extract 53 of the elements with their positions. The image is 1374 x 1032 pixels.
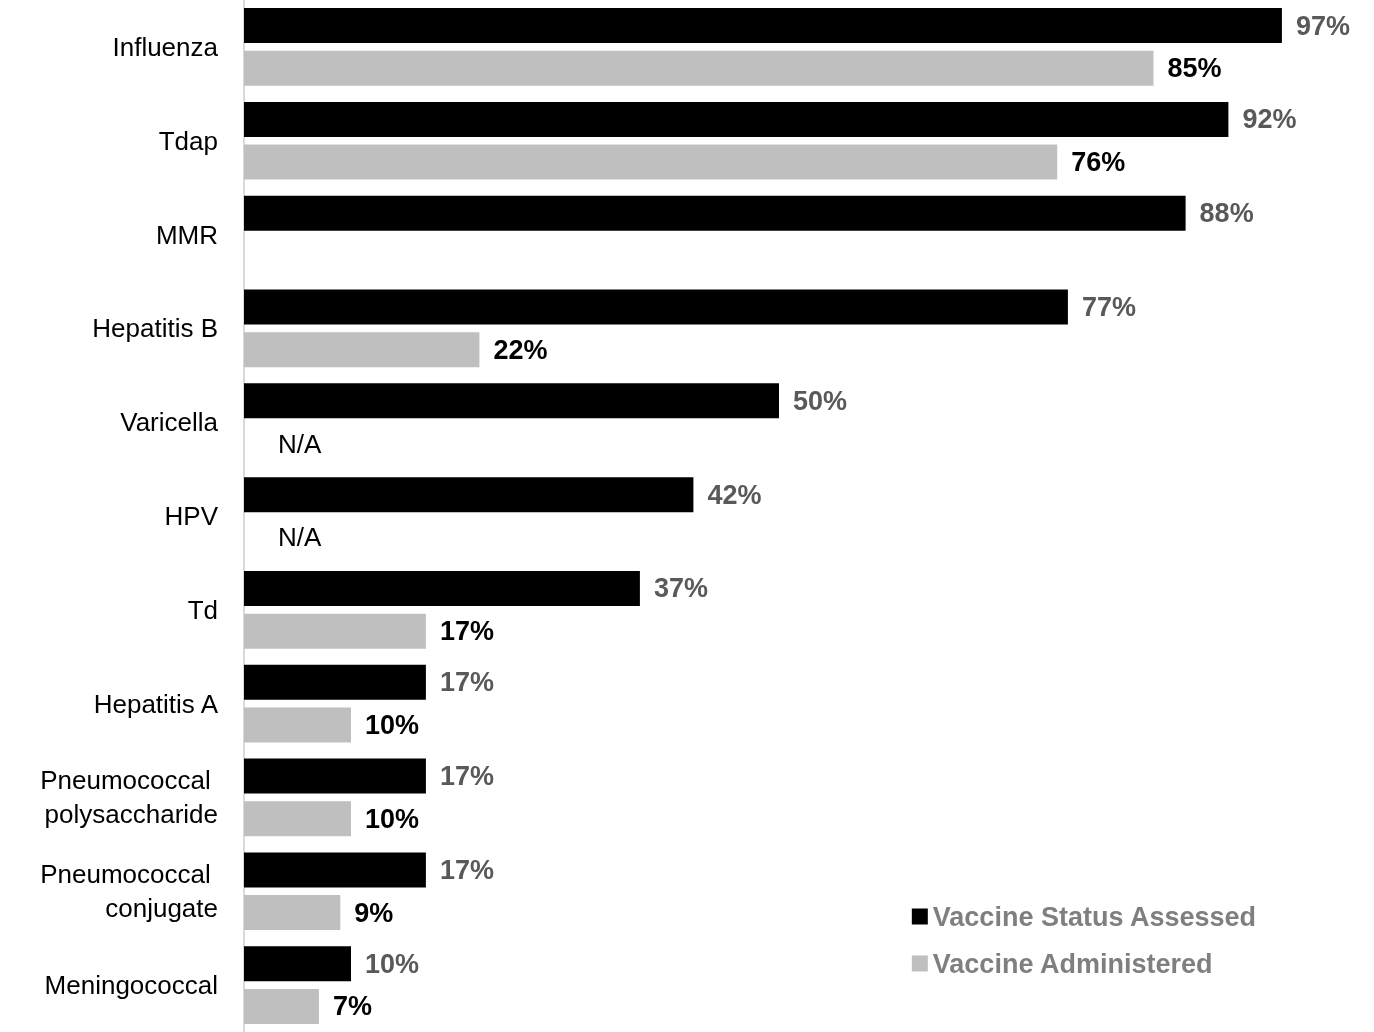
bar [244,988,319,1024]
bar [244,477,694,513]
bar [244,144,1058,180]
bar [244,946,351,982]
y-tick-label: Hepatitis B [92,313,218,344]
bar [244,895,341,931]
data-label: 10% [365,803,420,834]
legend-label: Vaccine Status Assessed [932,901,1256,932]
data-label: 7% [332,991,372,1022]
bar [244,570,640,606]
bar [244,101,1229,137]
y-tick-label: Pneumococcal conjugate [40,859,218,924]
data-label: 10% [365,709,420,740]
data-label: 88% [1199,198,1254,229]
text: N/A [278,522,322,553]
bar [244,289,1068,325]
data-label: 42% [707,479,762,510]
y-tick-label: HPV [164,501,219,531]
data-label: 37% [653,573,708,604]
bar [244,664,426,700]
data-label: 17% [439,616,494,647]
data-label: 17% [439,667,494,698]
text: N/A [278,428,322,459]
bar [244,50,1154,86]
y-tick-label: Influenza [112,31,219,62]
y-tick-label: Hepatitis A [93,688,219,719]
data-label: 77% [1081,292,1136,323]
bar [244,758,426,794]
y-tick-label: MMR [155,219,218,250]
data-label: 9% [354,897,394,928]
legend-label: Vaccine Administered [932,948,1213,979]
y-tick-label: Varicella [120,407,219,438]
data-label: 22% [493,334,548,365]
data-label: 17% [439,854,494,885]
data-label: 92% [1242,104,1297,135]
bar [244,613,426,649]
data-label: 50% [793,385,848,416]
data-label: 97% [1295,10,1350,41]
y-tick-label: Tdap [158,125,218,156]
data-label: 85% [1167,53,1222,84]
y-tick-label: Td [187,594,218,625]
bar [244,801,351,837]
y-tick-label: Meningococcal [44,970,218,1001]
bar [244,852,426,888]
bar [244,383,779,419]
y-tick-label: Pneumococcal polysaccharide [40,765,218,830]
data-label: 76% [1071,147,1126,178]
bar [244,332,480,368]
data-label: 10% [365,948,420,979]
bar [244,8,1282,44]
bar [244,195,1186,231]
bar [244,707,351,743]
data-label: 17% [439,761,494,792]
